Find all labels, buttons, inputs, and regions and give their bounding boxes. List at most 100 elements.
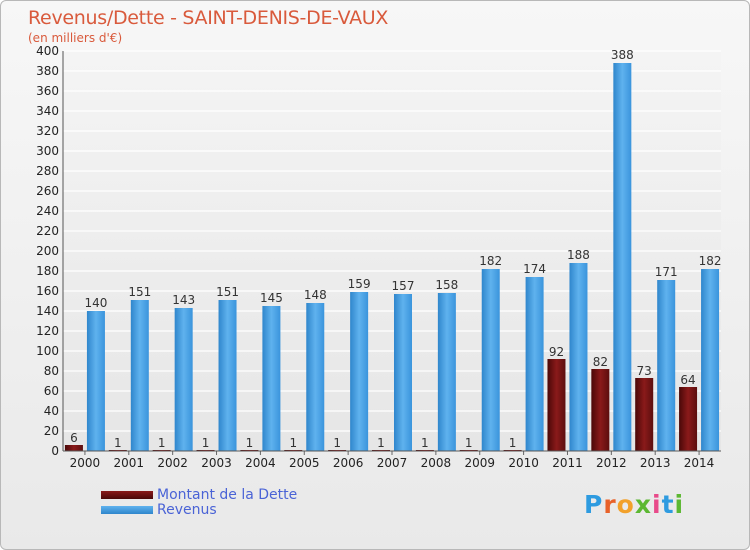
data-label-revenus: 388	[611, 48, 634, 62]
y-tick-label: 400	[36, 44, 59, 58]
logo-letter: i	[674, 490, 685, 519]
data-label-dette: 1	[421, 436, 429, 450]
chart-subtitle: (en milliers d'€)	[28, 31, 123, 45]
y-tick-label: 280	[36, 164, 59, 178]
legend-label-dette: Montant de la Dette	[157, 486, 298, 503]
x-tick-label: 2007	[377, 456, 408, 470]
data-label-dette: 1	[246, 436, 254, 450]
x-tick-label: 2014	[684, 456, 715, 470]
bar-revenus	[394, 294, 412, 451]
bar-revenus	[613, 63, 632, 451]
x-tick-label: 2001	[114, 456, 145, 470]
legend-item-dette: Montant de la Dette	[101, 486, 298, 503]
bar-revenus	[130, 300, 149, 451]
y-tick-label: 260	[36, 184, 59, 198]
legend-swatch-revenus	[101, 505, 153, 514]
x-tick-label: 2005	[289, 456, 320, 470]
y-tick-label: 200	[36, 244, 59, 258]
logo-letter: i	[652, 490, 662, 519]
y-tick-label: 20	[44, 424, 59, 438]
x-tick-label: 2006	[333, 456, 364, 470]
data-label-dette: 1	[114, 436, 122, 450]
y-tick-label: 220	[36, 224, 59, 238]
data-label-dette: 6	[70, 431, 78, 445]
bar-revenus	[174, 308, 193, 451]
proxiti-logo: Proxiti	[584, 490, 684, 519]
y-tick-label: 300	[36, 144, 59, 158]
x-tick-label: 2011	[552, 456, 583, 470]
data-label-dette: 1	[158, 436, 166, 450]
x-tick-label: 2004	[245, 456, 276, 470]
logo-letter: r	[603, 490, 617, 519]
x-tick-label: 2013	[640, 456, 671, 470]
data-label-dette: 1	[333, 436, 341, 450]
data-label-dette: 82	[593, 355, 608, 369]
logo-letter: t	[661, 490, 675, 519]
data-label-revenus: 145	[260, 291, 283, 305]
bar-dette	[679, 387, 698, 451]
data-label-dette: 1	[202, 436, 210, 450]
bar-dette	[64, 445, 83, 451]
bar-dette	[547, 359, 566, 451]
data-label-dette: 1	[377, 436, 385, 450]
data-label-dette: 73	[637, 364, 652, 378]
bar-revenus	[701, 269, 720, 451]
bar-revenus	[525, 277, 544, 451]
data-label-revenus: 171	[655, 265, 678, 279]
x-tick-label: 2008	[421, 456, 452, 470]
data-label-dette: 1	[509, 436, 517, 450]
logo-letter: P	[584, 490, 604, 519]
bar-revenus	[350, 292, 369, 451]
data-label-revenus: 140	[84, 296, 107, 310]
y-tick-label: 40	[44, 404, 59, 418]
y-tick-label: 240	[36, 204, 59, 218]
data-label-revenus: 188	[567, 248, 590, 262]
bar-dette	[591, 369, 610, 451]
y-tick-label: 160	[36, 284, 59, 298]
x-tick-label: 2000	[70, 456, 101, 470]
data-label-revenus: 151	[128, 285, 151, 299]
y-tick-label: 340	[36, 104, 59, 118]
y-tick-label: 60	[44, 384, 59, 398]
legend-label-revenus: Revenus	[157, 501, 217, 518]
legend-item-revenus: Revenus	[101, 501, 297, 518]
y-tick-label: 320	[36, 124, 59, 138]
y-tick-label: 180	[36, 264, 59, 278]
bar-revenus	[306, 303, 325, 451]
bar-revenus	[86, 311, 105, 451]
data-label-revenus: 159	[348, 277, 371, 291]
bar-revenus	[569, 263, 588, 451]
y-tick-label: 360	[36, 84, 59, 98]
bar-revenus	[218, 300, 237, 451]
y-tick-label: 100	[36, 344, 59, 358]
data-label-dette: 92	[549, 345, 564, 359]
data-label-revenus: 182	[479, 254, 502, 268]
data-label-revenus: 182	[699, 254, 722, 268]
bar-dette	[635, 378, 654, 451]
y-tick-label: 120	[36, 324, 59, 338]
data-label-dette: 1	[289, 436, 297, 450]
data-label-revenus: 151	[216, 285, 239, 299]
legend: Montant de la Dette Revenus	[101, 486, 298, 518]
data-label-revenus: 158	[435, 278, 458, 292]
x-tick-label: 2010	[508, 456, 539, 470]
logo-letter: o	[616, 490, 635, 519]
x-tick-label: 2009	[464, 456, 495, 470]
data-label-revenus: 174	[523, 262, 546, 276]
x-tick-label: 2002	[157, 456, 188, 470]
data-label-revenus: 143	[172, 293, 195, 307]
y-tick-label: 80	[44, 364, 59, 378]
y-tick-label: 140	[36, 304, 59, 318]
bar-revenus	[657, 280, 676, 451]
x-tick-label: 2003	[201, 456, 232, 470]
data-label-revenus: 148	[304, 288, 327, 302]
bar-revenus	[437, 293, 456, 451]
y-tick-label: 0	[51, 444, 59, 458]
bar-revenus	[262, 306, 281, 451]
bar-revenus	[481, 269, 500, 451]
legend-swatch-dette	[101, 490, 153, 499]
data-label-dette: 64	[680, 373, 695, 387]
chart-title: Revenus/Dette - SAINT-DENIS-DE-VAUX	[28, 7, 389, 29]
